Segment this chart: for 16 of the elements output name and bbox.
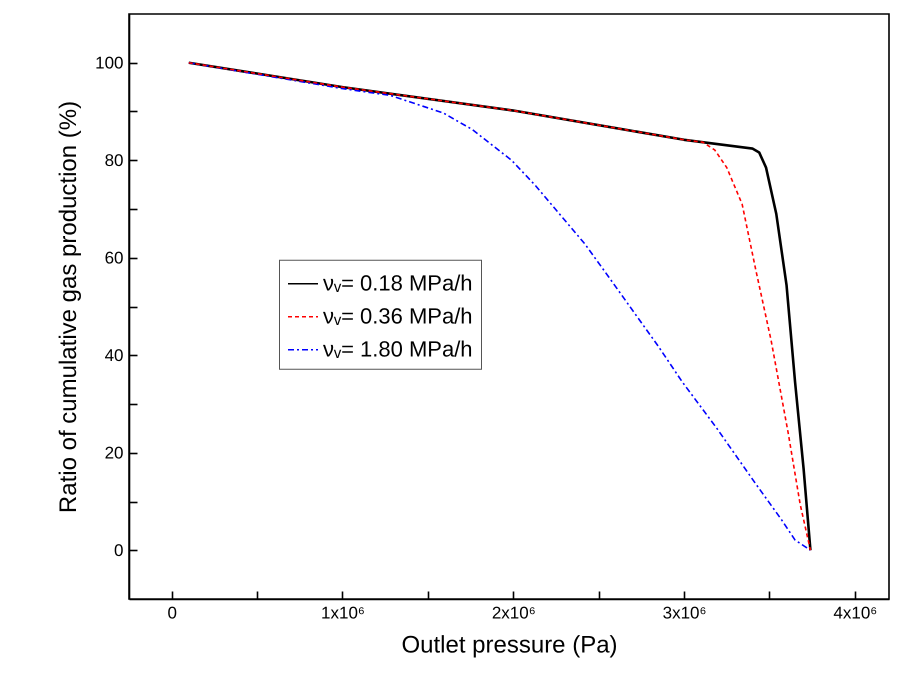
y-tick-label: 60 [104, 248, 124, 268]
x-tick-label: 2x10⁶ [492, 604, 536, 622]
x-tick-label: 4x10⁶ [833, 604, 878, 622]
x-tick-label: 1x10⁶ [321, 604, 365, 622]
x-tick-label: 3x10⁶ [662, 604, 706, 622]
y-axis-title: Ratio of cumulative gas production (%) [55, 100, 82, 514]
y-tick-label: 80 [104, 150, 124, 170]
y-tick-label: 40 [104, 346, 124, 365]
legend-label: νᵥ= 0.18 MPa/h [323, 270, 473, 296]
y-tick-label: 0 [114, 540, 124, 560]
x-axis-title: Outlet pressure (Pa) [401, 632, 618, 658]
legend-label: νᵥ= 0.36 MPa/h [323, 304, 473, 329]
x-tick-label: 0 [167, 604, 177, 622]
legend-label: νᵥ= 1.80 MPa/h [323, 336, 473, 362]
y-tick-label: 100 [95, 53, 124, 72]
y-tick-label: 20 [104, 443, 124, 462]
